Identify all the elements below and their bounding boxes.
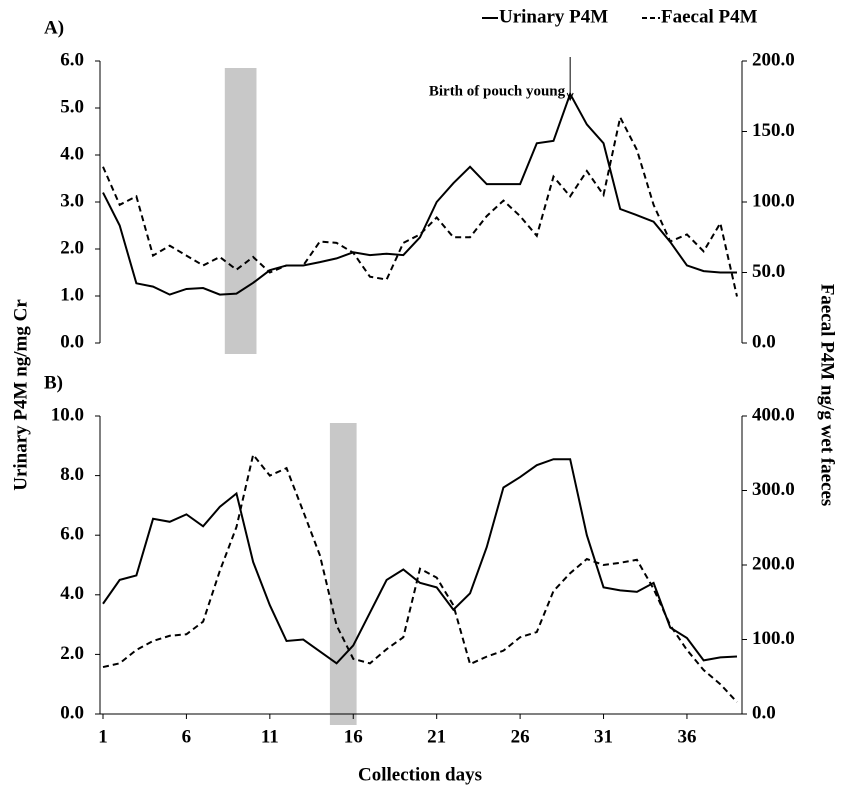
y-axis-label: Urinary P4M ng/mg Cr: [10, 299, 31, 491]
x-tick-label: 31: [594, 726, 613, 747]
y-tick-label: 2.0: [60, 643, 84, 664]
y2-axis-label: Faecal P4M ng/g wet faeces: [817, 284, 838, 507]
y2-tick-label: 50.0: [752, 261, 785, 282]
panel-label: B): [44, 372, 63, 393]
y-tick-label: 4.0: [60, 143, 84, 164]
data-line: [102, 458, 738, 665]
y2-tick-label: 100.0: [752, 190, 795, 211]
x-tick-label: 6: [182, 726, 192, 747]
y-tick-label: 0.0: [60, 331, 84, 352]
y-tick-label: 6.0: [60, 49, 84, 70]
y2-tick-label: 100.0: [752, 628, 795, 649]
x-tick-label: 26: [511, 726, 530, 747]
data-line: [102, 114, 738, 297]
y-tick-label: 5.0: [60, 96, 84, 117]
annotation: Birth of pouch young: [429, 83, 566, 99]
x-tick-label: 21: [427, 726, 446, 747]
y-tick-label: 1.0: [60, 284, 84, 305]
legend-label: Urinary P4M: [499, 6, 608, 27]
y-tick-label: 6.0: [60, 524, 84, 545]
y-tick-label: 0.0: [60, 702, 84, 723]
y-tick-label: 10.0: [51, 404, 84, 425]
annotation-arrowhead: [566, 92, 574, 102]
y-tick-label: 3.0: [60, 190, 84, 211]
y2-tick-label: 150.0: [752, 120, 795, 141]
y-tick-label: 2.0: [60, 237, 84, 258]
y2-tick-label: 0.0: [752, 702, 776, 723]
data-line: [102, 452, 738, 703]
x-tick-label: 11: [261, 726, 279, 747]
x-tick-label: 16: [344, 726, 363, 747]
x-tick-label: 1: [98, 726, 108, 747]
panel-label: A): [44, 17, 64, 38]
x-axis-label: Collection days: [358, 764, 482, 785]
y2-tick-label: 0.0: [752, 331, 776, 352]
y2-tick-label: 200.0: [752, 553, 795, 574]
x-tick-label: 36: [677, 726, 696, 747]
legend-label: Faecal P4M: [661, 6, 758, 27]
y2-tick-label: 200.0: [752, 49, 795, 70]
y2-tick-label: 400.0: [752, 404, 795, 425]
shaded-region: [224, 68, 257, 354]
y-tick-label: 4.0: [60, 583, 84, 604]
y-tick-label: 8.0: [60, 464, 84, 485]
data-line: [102, 91, 737, 296]
shaded-region: [329, 423, 357, 725]
y2-tick-label: 300.0: [752, 479, 795, 500]
